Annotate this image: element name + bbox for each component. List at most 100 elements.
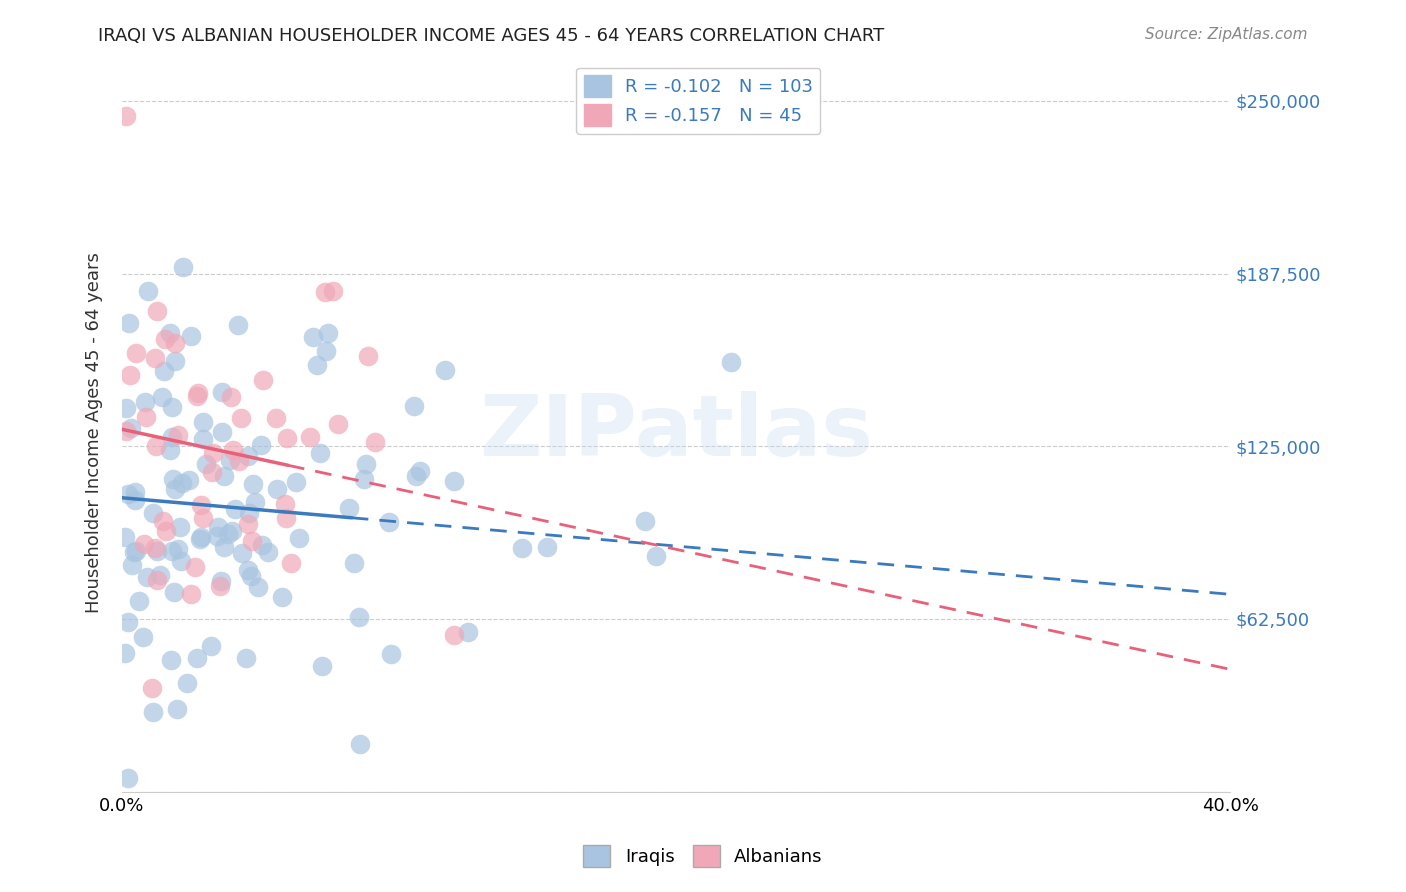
Point [380, 647, 402, 661]
Point [172, 476, 194, 491]
Point [135, 410, 157, 425]
Point [205, 529, 228, 543]
Point [128, 594, 150, 608]
Point [149, 567, 172, 582]
Point [242, 477, 264, 491]
Point [264, 411, 287, 425]
Point [143, 541, 166, 555]
Point [195, 457, 218, 471]
Point [347, 610, 370, 624]
Point [143, 351, 166, 366]
Point [645, 549, 668, 563]
Point [155, 524, 177, 539]
Point [634, 514, 657, 528]
Point [124, 485, 146, 500]
Point [221, 524, 243, 539]
Point [221, 390, 243, 404]
Point [314, 285, 336, 299]
Point [145, 439, 167, 453]
Point [152, 515, 174, 529]
Point [124, 493, 146, 508]
Point [228, 454, 250, 468]
Point [211, 574, 233, 588]
Text: Source: ZipAtlas.com: Source: ZipAtlas.com [1144, 27, 1308, 42]
Point [536, 540, 558, 554]
Point [142, 507, 165, 521]
Point [172, 260, 194, 274]
Point [117, 487, 139, 501]
Point [219, 453, 242, 467]
Point [252, 373, 274, 387]
Point [160, 430, 183, 444]
Point [200, 640, 222, 654]
Point [165, 483, 187, 497]
Point [236, 516, 259, 531]
Point [256, 545, 278, 559]
Point [274, 497, 297, 511]
Point [266, 482, 288, 496]
Point [402, 399, 425, 413]
Point [160, 543, 183, 558]
Point [136, 570, 159, 584]
Point [163, 335, 186, 350]
Point [125, 345, 148, 359]
Point [226, 318, 249, 333]
Point [720, 355, 742, 369]
Point [187, 385, 209, 400]
Text: IRAQI VS ALBANIAN HOUSEHOLDER INCOME AGES 45 - 64 YEARS CORRELATION CHART: IRAQI VS ALBANIAN HOUSEHOLDER INCOME AGE… [98, 27, 884, 45]
Point [190, 530, 212, 544]
Point [121, 558, 143, 572]
Point [510, 541, 533, 556]
Point [132, 630, 155, 644]
Point [115, 424, 138, 438]
Point [337, 501, 360, 516]
Point [159, 326, 181, 340]
Point [132, 537, 155, 551]
Point [247, 580, 270, 594]
Point [162, 472, 184, 486]
Point [166, 702, 188, 716]
Point [217, 526, 239, 541]
Point [146, 304, 169, 318]
Point [236, 450, 259, 464]
Point [409, 464, 432, 478]
Point [184, 559, 207, 574]
Point [141, 681, 163, 695]
Point [343, 556, 366, 570]
Point [235, 650, 257, 665]
Point [165, 354, 187, 368]
Point [209, 579, 232, 593]
Point [238, 506, 260, 520]
Point [276, 432, 298, 446]
Point [288, 531, 311, 545]
Point [238, 563, 260, 577]
Point [118, 368, 141, 383]
Point [118, 316, 141, 330]
Point [245, 495, 267, 509]
Point [377, 515, 399, 529]
Point [202, 446, 225, 460]
Point [166, 427, 188, 442]
Point [179, 473, 201, 487]
Point [212, 541, 235, 555]
Point [356, 457, 378, 471]
Point [280, 556, 302, 570]
Point [114, 646, 136, 660]
Point [274, 511, 297, 525]
Legend: Iraqis, Albanians: Iraqis, Albanians [576, 838, 830, 874]
Point [315, 343, 337, 358]
Point [190, 498, 212, 512]
Point [191, 511, 214, 525]
Point [122, 544, 145, 558]
Point [142, 705, 165, 719]
Point [117, 615, 139, 630]
Point [284, 475, 307, 489]
Point [229, 410, 252, 425]
Point [180, 587, 202, 601]
Point [405, 469, 427, 483]
Point [160, 401, 183, 415]
Point [298, 430, 321, 444]
Point [231, 546, 253, 560]
Point [117, 771, 139, 785]
Point [163, 584, 186, 599]
